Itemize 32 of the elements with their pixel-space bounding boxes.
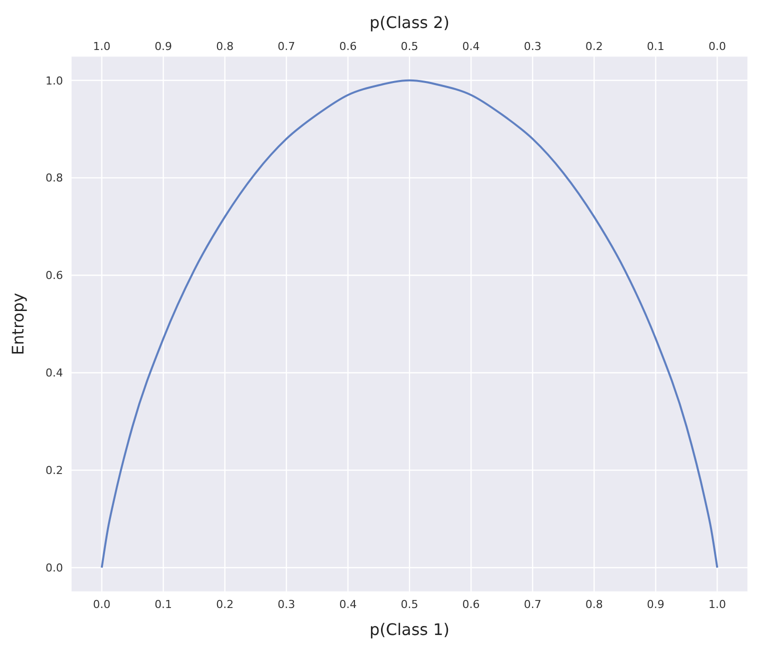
x-tick-label: 0.6: [462, 598, 480, 611]
y-tick-label: 1.0: [46, 74, 63, 88]
x-tick-label: 0.4: [339, 598, 357, 611]
x-tick-label: 0.2: [216, 598, 234, 611]
x2-tick-label: 0.9: [154, 40, 172, 53]
x-tick-label: 0.3: [278, 598, 296, 611]
x2-tick-label: 0.1: [646, 40, 664, 53]
y-tick-label: 0.8: [46, 172, 63, 185]
x-tick-label: 0.0: [93, 598, 111, 611]
y-tick-label: 0.4: [46, 366, 63, 380]
x2-tick-label: 0.2: [585, 40, 603, 53]
x2-tick-label: 0.4: [462, 40, 480, 53]
x-tick-label: 0.7: [524, 598, 542, 611]
x2-tick-label: 0.7: [278, 40, 296, 53]
x-tick-label: 0.5: [400, 598, 418, 611]
x2-tick-label: 0.6: [339, 40, 357, 53]
x2-tick-label: 0.3: [524, 40, 542, 53]
x-tick-label: 1.0: [708, 598, 726, 611]
line-series: [100, 79, 718, 569]
x2-tick-label: 0.0: [708, 40, 726, 53]
x-tick-label: 0.1: [154, 598, 172, 611]
x-axis-title: p(Class 1): [370, 620, 450, 639]
x2-tick-label: 0.5: [400, 40, 418, 53]
x2-tick-label: 0.8: [216, 40, 234, 53]
y-tick-label: 0.2: [46, 464, 63, 478]
y-tick-label: 0.6: [46, 269, 63, 282]
x2-tick-label: 1.0: [93, 40, 111, 53]
y-tick-label: 0.0: [46, 562, 63, 575]
x-tick-label: 0.9: [646, 598, 664, 611]
y-axis-title: Entropy: [8, 292, 28, 356]
x-tick-label: 0.8: [585, 598, 603, 611]
x2-axis-title: p(Class 2): [370, 13, 450, 32]
